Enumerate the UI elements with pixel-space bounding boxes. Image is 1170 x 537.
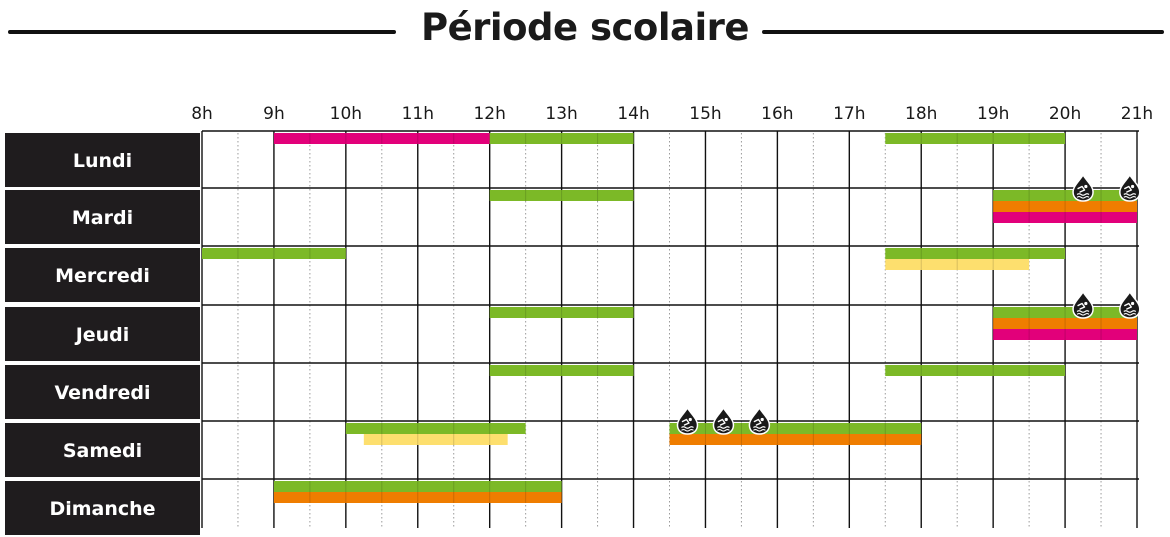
schedule-bar	[345, 423, 526, 434]
schedule-bar	[993, 190, 1137, 201]
hour-tick-label: 15h	[689, 104, 721, 124]
schedule-bar	[489, 307, 634, 318]
hour-tick-label: 20h	[1049, 104, 1081, 124]
swimmer-drop-icon	[1119, 173, 1141, 202]
title-rule-right	[762, 30, 1164, 34]
schedule-bar	[273, 481, 562, 492]
day-label: Lundi	[73, 150, 132, 172]
hour-tick-label: 16h	[761, 104, 793, 124]
day-label: Mardi	[72, 207, 133, 229]
swimmer-drop-icon	[1072, 290, 1094, 319]
day-label: Jeudi	[74, 324, 130, 346]
schedule-bar	[669, 423, 922, 434]
day-label: Mercredi	[55, 265, 150, 287]
day-label-box	[5, 365, 200, 419]
day-label-box	[5, 190, 200, 244]
schedule-bar	[273, 492, 562, 503]
hour-tick-label: 18h	[905, 104, 937, 124]
title-rule-left	[8, 30, 396, 34]
schedule-bar	[363, 434, 508, 445]
hour-tick-label: 21h	[1121, 104, 1153, 124]
day-label: Samedi	[63, 440, 142, 462]
hour-tick-label: 13h	[545, 104, 577, 124]
hour-tick-label: 9h	[263, 104, 285, 124]
schedule-bar	[489, 365, 634, 376]
swimmer-drop-icon	[1072, 173, 1094, 202]
hour-tick-label: 11h	[402, 104, 434, 124]
hour-tick-label: 14h	[617, 104, 649, 124]
hour-tick-label: 17h	[833, 104, 865, 124]
hour-tick-label: 8h	[191, 104, 213, 124]
swimmer-drop-icon	[712, 406, 735, 435]
day-label: Dimanche	[49, 498, 155, 520]
hour-tick-label: 10h	[330, 104, 362, 124]
day-label-box	[5, 248, 200, 302]
schedule-bar	[202, 248, 346, 259]
hour-tick-label: 19h	[977, 104, 1009, 124]
schedule-bar	[885, 248, 1066, 259]
schedule-bar	[489, 133, 634, 144]
schedule-bar	[993, 201, 1137, 212]
day-label-box	[5, 307, 200, 361]
hour-tick-label: 12h	[473, 104, 505, 124]
day-label: Vendredi	[54, 382, 150, 404]
schedule-bar	[885, 133, 1066, 144]
schedule-bar	[489, 190, 634, 201]
schedule-bar	[993, 329, 1137, 340]
page-title: Période scolaire	[420, 6, 750, 49]
swimmer-drop-icon	[1119, 290, 1141, 319]
schedule-bar	[885, 365, 1066, 376]
schedule-bar	[669, 434, 922, 445]
swimmer-drop-icon	[748, 406, 771, 435]
swimmer-drop-icon	[676, 406, 699, 435]
schedule-bar	[993, 318, 1137, 329]
schedule-bar	[993, 307, 1137, 318]
schedule-bar	[885, 259, 1030, 270]
day-label-box	[5, 481, 200, 535]
schedule-bar	[273, 133, 490, 144]
schedule-bar	[993, 212, 1137, 223]
day-label-box	[5, 133, 200, 187]
day-label-box	[5, 423, 200, 477]
